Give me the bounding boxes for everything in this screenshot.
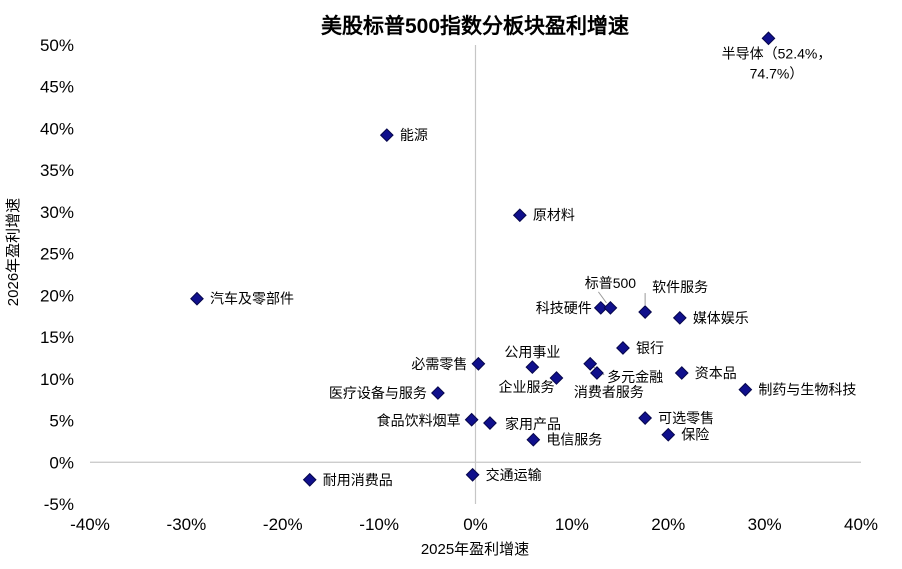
y-tick-label: 25% xyxy=(40,245,74,264)
point-marker-healthcare-equipment-services xyxy=(431,386,445,400)
point-marker-discretionary-retail xyxy=(638,411,653,425)
y-tick-label: 15% xyxy=(40,328,74,347)
y-tick-label: 35% xyxy=(40,161,74,180)
y-tick-label: 0% xyxy=(49,453,74,472)
y-tick-label: 10% xyxy=(40,370,74,389)
point-label-autos-components: 汽车及零部件 xyxy=(210,291,294,307)
point-label-sp500: 标普500 xyxy=(585,275,637,291)
point-label-banks: 银行 xyxy=(636,340,664,356)
point-marker-tech-hardware xyxy=(593,300,608,315)
point-label-software-services: 软件服务 xyxy=(652,279,708,295)
point-marker-semiconductor xyxy=(761,31,776,46)
x-tick-label: -30% xyxy=(167,515,207,534)
point-label-pharma-biotech: 制药与生物科技 xyxy=(758,382,856,398)
y-tick-label: 20% xyxy=(40,286,74,305)
x-tick-label: 0% xyxy=(463,515,488,534)
x-tick-label: 30% xyxy=(748,515,782,534)
y-tick-label: 40% xyxy=(40,119,74,138)
point-label-business-services: 企业服务 xyxy=(498,379,554,395)
point-marker-capital-goods xyxy=(674,366,689,380)
point-marker-staples-retail xyxy=(471,356,486,371)
point-marker-consumer-durables xyxy=(302,472,317,487)
point-label-media-entertainment: 媒体娱乐 xyxy=(693,310,749,326)
point-label-materials: 原材料 xyxy=(533,207,575,223)
y-tick-label: 30% xyxy=(40,203,74,222)
point-label-consumer-services: 消费者服务 xyxy=(574,384,644,400)
point-label-tech-hardware: 科技硬件 xyxy=(536,300,592,316)
y-axis-title: 2026年盈利增速 xyxy=(5,198,22,306)
point-label-energy: 能源 xyxy=(400,127,428,143)
point-marker-media-entertainment xyxy=(672,310,687,325)
x-tick-label: 20% xyxy=(651,515,685,534)
point-label-transportation: 交通运输 xyxy=(486,467,542,483)
point-label-discretionary-retail: 可选零售 xyxy=(658,410,714,426)
y-tick-label: 50% xyxy=(40,36,74,55)
x-tick-label: -40% xyxy=(70,515,110,534)
x-tick-label: 10% xyxy=(555,515,589,534)
point-label-insurance: 保险 xyxy=(681,427,709,443)
y-tick-label: 45% xyxy=(40,78,74,97)
point-label-food-beverage-tobacco: 食品饮料烟草 xyxy=(377,413,461,429)
x-tick-label: -10% xyxy=(359,515,399,534)
y-tick-label: 5% xyxy=(49,412,74,431)
point-marker-consumer-services xyxy=(590,366,604,380)
x-tick-label: 40% xyxy=(844,515,878,534)
point-marker-household-products xyxy=(483,416,497,430)
point-marker-pharma-biotech xyxy=(738,382,753,397)
point-label-consumer-durables: 耐用消费品 xyxy=(323,472,393,488)
point-marker-autos-components xyxy=(190,291,204,306)
point-marker-materials xyxy=(512,208,527,223)
point-label-healthcare-equipment-services: 医疗设备与服务 xyxy=(329,385,427,401)
point-marker-sp500 xyxy=(603,300,618,315)
point-label-utilities: 公用事业 xyxy=(504,344,560,360)
point-marker-food-beverage-tobacco xyxy=(464,412,479,427)
point-marker-telecom-services xyxy=(526,432,541,447)
point-label-semiconductor: 半导体（52.4%， 74.7%） xyxy=(722,45,832,81)
point-marker-insurance xyxy=(661,427,676,442)
point-label-telecom-services: 电信服务 xyxy=(546,432,602,448)
point-marker-banks xyxy=(616,341,630,355)
point-label-household-products: 家用产品 xyxy=(505,416,561,432)
x-axis-title: 2025年盈利增速 xyxy=(421,541,529,558)
y-tick-label: -5% xyxy=(44,495,74,514)
point-marker-transportation xyxy=(465,467,480,482)
point-label-diversified-financials: 多元金融 xyxy=(607,369,663,385)
point-marker-energy xyxy=(379,128,394,143)
point-label-capital-goods: 资本品 xyxy=(695,365,737,381)
chart-title: 美股标普500指数分板块盈利增速 xyxy=(321,14,629,38)
point-marker-diversified-financials xyxy=(583,356,598,371)
point-marker-software-services xyxy=(638,305,653,319)
x-tick-label: -20% xyxy=(263,515,303,534)
point-label-staples-retail: 必需零售 xyxy=(411,356,467,372)
leader-line-sp500 xyxy=(598,291,607,304)
point-marker-business-services xyxy=(549,371,564,385)
point-marker-utilities xyxy=(525,360,540,375)
